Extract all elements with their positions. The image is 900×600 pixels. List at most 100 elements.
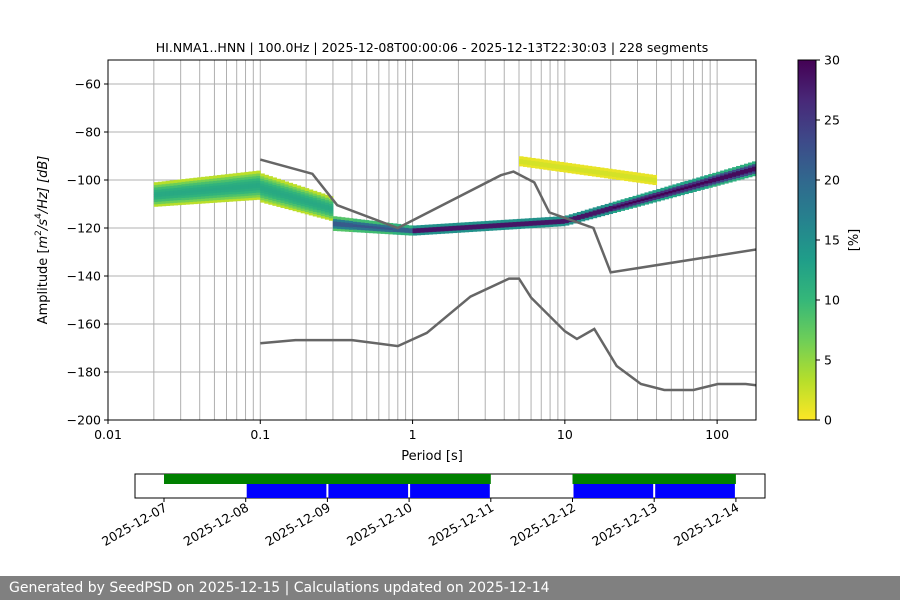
heatmap-cell [224, 176, 230, 180]
heatmap-cell [304, 190, 310, 194]
heatmap-cell [424, 229, 430, 233]
heatmap-cell [644, 192, 649, 196]
heatmap-cell [591, 171, 597, 175]
heatmap-cell [508, 219, 514, 223]
heatmap-cell [324, 216, 330, 220]
heatmap-cell [700, 176, 705, 180]
heatmap-cell [572, 213, 578, 217]
colorbar-tick-label: 15 [824, 233, 840, 248]
heatmap-cell [584, 214, 590, 218]
heatmap-cell [288, 197, 294, 201]
heatmap-cell [232, 182, 238, 186]
heatmap-cell [720, 172, 725, 176]
heatmap-cell [216, 187, 222, 191]
heatmap-cell [440, 228, 446, 232]
heatmap-cell [628, 173, 633, 177]
heatmap-cell [201, 181, 206, 185]
heatmap-cell [732, 174, 737, 177]
heatmap-cell [189, 178, 194, 182]
heatmap-cell [716, 173, 721, 177]
heatmap-cell [232, 184, 238, 188]
heatmap-cell [364, 227, 370, 231]
heatmap-cell [209, 188, 214, 191]
heatmap-cell [201, 186, 206, 190]
heatmap-cell [244, 186, 249, 189]
heatmap-cell [193, 201, 198, 205]
heatmap-cell [177, 187, 182, 191]
heatmap-cell [648, 198, 653, 202]
heatmap-cell [616, 174, 621, 178]
heatmap-cell [456, 222, 462, 226]
noise-model-lines [259, 158, 756, 392]
heatmap-cell [193, 187, 198, 190]
heatmap-cell [408, 230, 414, 234]
heatmap-cell [272, 189, 277, 192]
heatmap-cell [209, 175, 214, 179]
heatmap-cell [228, 196, 234, 200]
heatmap-cell [696, 187, 701, 191]
heatmap-cell [736, 170, 741, 174]
heatmap-cell [684, 191, 689, 195]
heatmap-cell [280, 195, 286, 199]
heatmap-cell [440, 230, 446, 234]
heatmap-cell [480, 228, 486, 232]
heatmap-cell [567, 167, 573, 171]
heatmap-cell [672, 194, 677, 198]
heatmap-cell [692, 183, 697, 187]
heatmap-cell [368, 225, 374, 229]
heatmap-cell [288, 202, 294, 206]
heatmap-cell [344, 224, 350, 228]
heatmap-cell [752, 173, 757, 177]
heatmap-cell [559, 166, 564, 170]
heatmap-cell [571, 166, 577, 169]
heatmap-cell [276, 178, 281, 182]
heatmap-cell [232, 196, 238, 200]
heatmap-cell [476, 221, 482, 225]
heatmap-cell [300, 205, 306, 209]
heatmap-cell [539, 161, 544, 165]
heatmap-cell [496, 222, 502, 226]
heatmap-cell [344, 222, 350, 225]
heatmap-cell [740, 164, 745, 168]
heatmap-cell [340, 224, 346, 227]
heatmap-cell [436, 226, 442, 230]
heatmap-cell [456, 227, 462, 231]
heatmap-cell [412, 232, 418, 236]
heatmap-cell [328, 200, 334, 204]
heatmap-cell [252, 175, 257, 179]
heatmap-cell [684, 188, 689, 192]
heatmap-cell [181, 197, 186, 201]
heatmap-cell [628, 201, 634, 205]
heatmap-cell [296, 204, 302, 208]
coverage-used-bar [410, 484, 490, 498]
heatmap-cell [300, 200, 306, 204]
heatmap-cell [596, 214, 602, 218]
heatmap-cell [464, 229, 470, 233]
heatmap-cell [488, 220, 494, 224]
heatmap-cell [276, 197, 281, 200]
heatmap-cell [264, 174, 269, 178]
heatmap-cell [712, 172, 717, 176]
heatmap-cell [652, 177, 658, 181]
heatmap-cell [201, 198, 206, 202]
heatmap-cell [193, 184, 198, 188]
heatmap-cell [205, 176, 210, 180]
heatmap-cell [244, 181, 249, 185]
heatmap-cell [228, 193, 234, 197]
heatmap-cell [181, 190, 186, 194]
heatmap-cell [531, 160, 536, 164]
heatmap-cell [316, 202, 322, 206]
heatmap-cell [340, 226, 346, 230]
heatmap-cell [616, 207, 622, 210]
heatmap-cell [189, 187, 194, 191]
heatmap-cell [324, 207, 330, 210]
heatmap-cell [700, 184, 705, 188]
heatmap-cell [324, 202, 330, 206]
heatmap-cell [604, 209, 610, 213]
heatmap-cell [380, 231, 386, 234]
heatmap-cell [596, 208, 602, 212]
heatmap-cell [216, 182, 222, 186]
heatmap-cell [476, 226, 482, 230]
heatmap-cell [540, 222, 546, 226]
heatmap-cell [304, 209, 310, 213]
